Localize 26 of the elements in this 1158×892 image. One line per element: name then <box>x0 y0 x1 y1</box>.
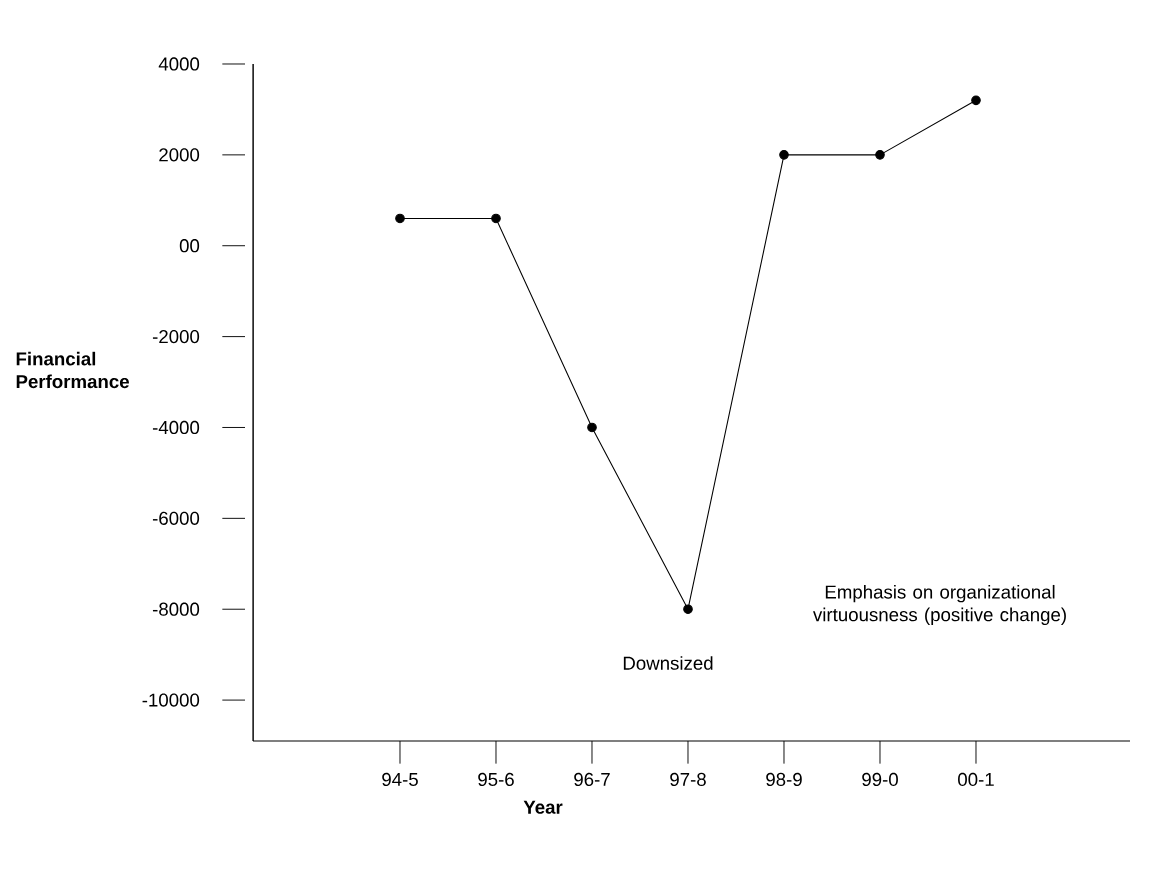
annotation: Downsized <box>623 656 713 670</box>
x-tick-label: 00-1 <box>958 772 994 787</box>
y-tick-label: -2000 <box>152 329 200 344</box>
x-tick-label: 95-6 <box>478 772 514 787</box>
point <box>971 95 981 106</box>
point <box>395 213 405 224</box>
y-tick-label: 2000 <box>159 148 200 162</box>
y-tick-label: -6000 <box>152 511 200 525</box>
y-tick-label: 00 <box>179 239 200 253</box>
x-axis-title: Year <box>523 800 563 814</box>
y-tick-label: -10000 <box>142 693 200 707</box>
point <box>491 213 501 224</box>
point <box>875 150 885 160</box>
y-tick-label: 4000 <box>158 57 200 71</box>
x-tick-label: 99-0 <box>862 772 898 787</box>
point <box>683 604 693 615</box>
y-axis-title: Financial Performance <box>16 351 129 389</box>
annotation: Emphasis on organizational virtuousness (positive change) <box>813 584 1066 626</box>
point <box>587 422 597 433</box>
y-tick-label: -4000 <box>152 420 200 435</box>
x-tick-label: 96-7 <box>574 772 610 787</box>
y-tick-label: -8000 <box>152 602 200 616</box>
point <box>779 150 789 160</box>
x-tick-label: 97-8 <box>670 772 706 787</box>
x-tick-label: 98-9 <box>766 772 802 787</box>
x-tick-label: 94-5 <box>382 772 418 787</box>
